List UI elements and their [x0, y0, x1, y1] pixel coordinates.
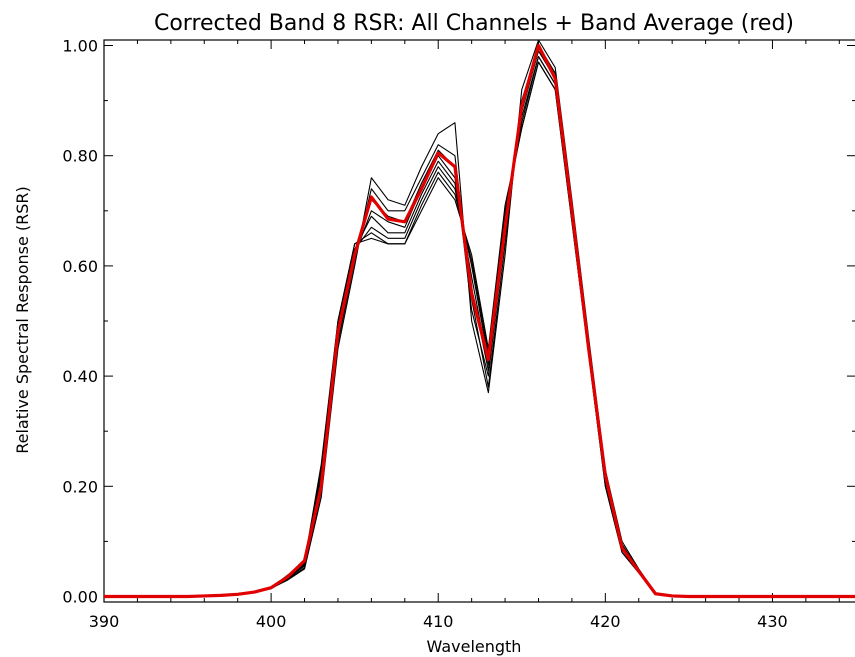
series-line-band-average	[104, 43, 855, 599]
x-axis-label: Wavelength	[427, 637, 522, 656]
y-tick-label-2: 0.40	[62, 367, 98, 386]
x-tick-label-390: 390	[89, 612, 120, 631]
y-tick-label-1: 0.20	[62, 477, 98, 496]
chart-title: Corrected Band 8 RSR: All Channels + Ban…	[154, 11, 794, 36]
x-tick-label-420: 420	[590, 612, 621, 631]
y-tick-label-5: 1.00	[62, 37, 98, 56]
y-axis-label: Relative Spectral Response (RSR)	[13, 186, 32, 454]
series-layer	[104, 39, 855, 599]
x-tick-label-400: 400	[256, 612, 287, 631]
x-tick-label-430: 430	[757, 612, 788, 631]
y-tick-label-4: 0.80	[62, 147, 98, 166]
y-tick-label-3: 0.60	[62, 257, 98, 276]
ticks-layer: 390 400 410 420 430 0.00 0.20 0.40 0.60 0.80 1.00	[62, 37, 855, 631]
x-tick-label-410: 410	[423, 612, 454, 631]
y-tick-label-0: 0.00	[62, 587, 98, 606]
